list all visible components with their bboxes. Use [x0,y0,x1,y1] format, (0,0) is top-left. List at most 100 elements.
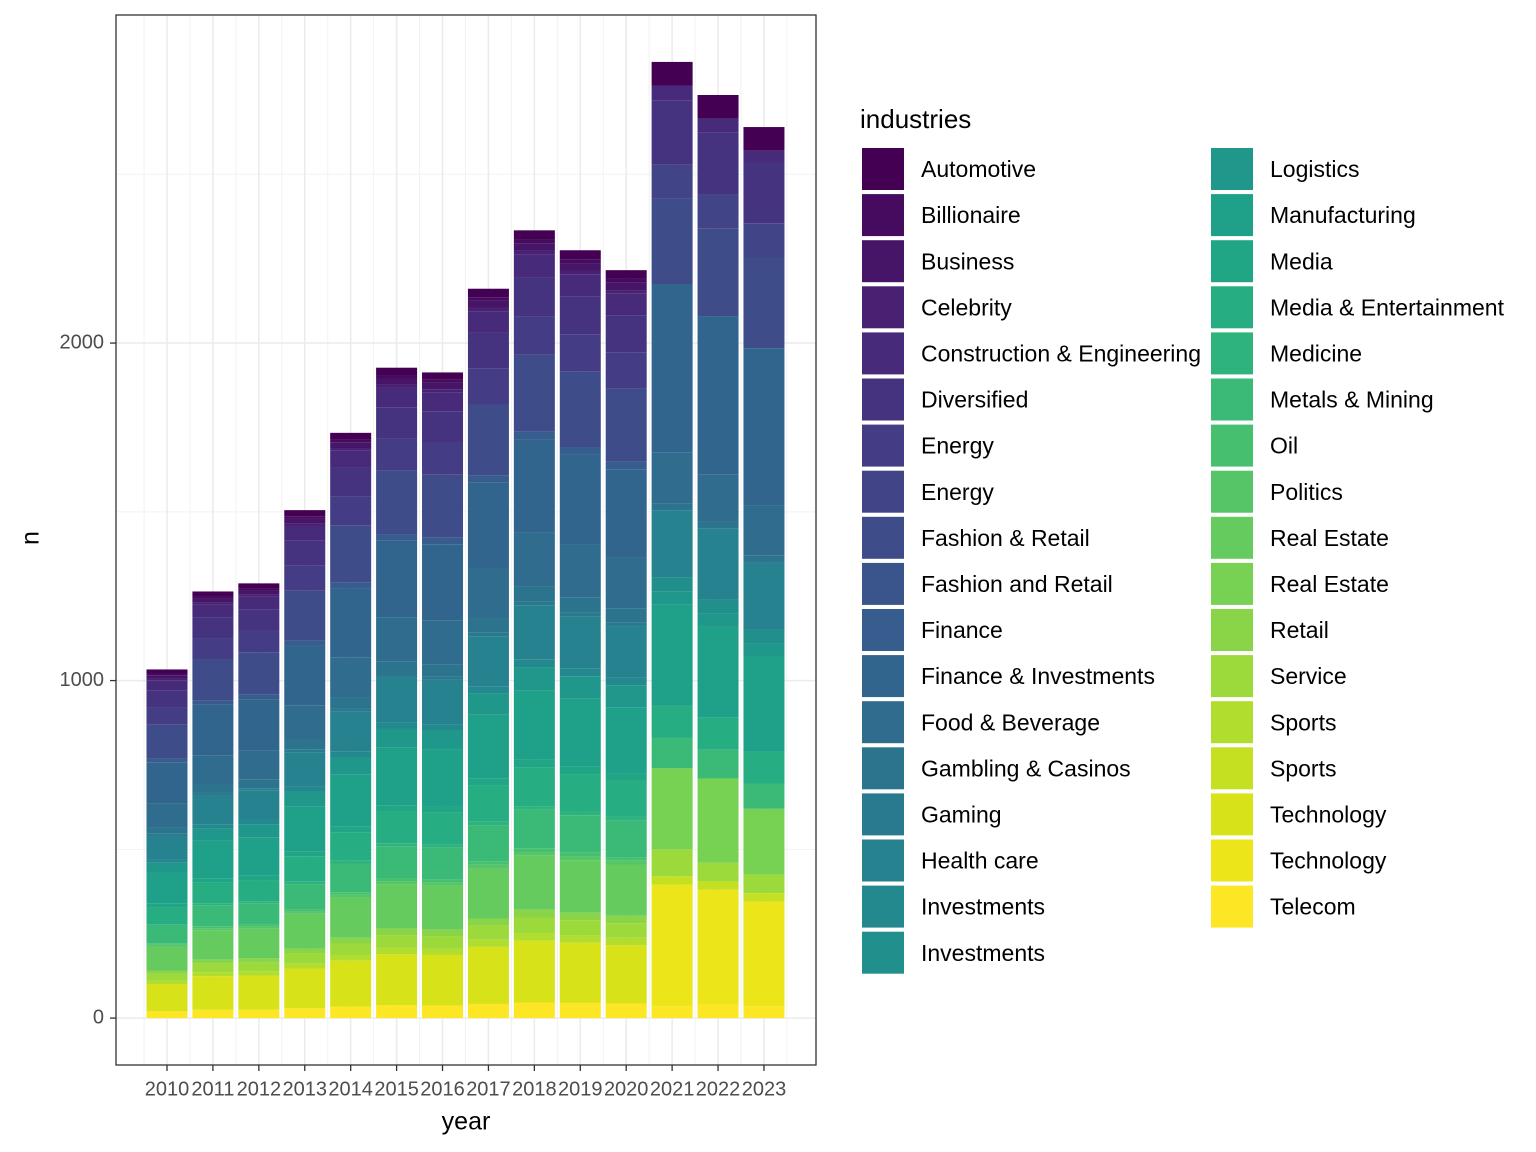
bar-segment [651,705,693,738]
bar-segment [376,935,418,948]
bar-segment [422,679,464,725]
bar-segment [146,669,188,674]
bar-segment [422,379,464,383]
bar-segment [238,962,280,972]
bar-segment [192,928,234,931]
bar-segment [559,811,601,816]
bar-segment [605,270,647,279]
legend-label: Billionaire [921,202,1021,228]
legend-key [1211,194,1253,237]
bar-segment [605,388,647,462]
bar-segment [330,897,372,938]
bar-segment [651,283,693,453]
bars [146,61,785,1019]
bar-segment [422,1005,464,1019]
bar-segment [146,673,188,676]
bar-segment [238,928,280,959]
bar-segment [376,728,418,748]
legend-key [1211,655,1253,698]
bar-segment [330,860,372,864]
legend-label: Energy [921,433,994,459]
bar-segment [422,936,464,949]
bar-segment [605,315,647,353]
bar-segment [651,164,693,199]
bar-segment [422,392,464,412]
bar-segment [651,604,693,706]
bar-segment [651,61,693,86]
bar-segment [238,779,280,789]
bar-segment [146,872,188,904]
bar-segment [238,975,280,1010]
x-tick-label: 2014 [328,1078,373,1100]
x-tick-label: 2013 [283,1078,328,1100]
bar-segment [651,510,693,578]
bar-segment [238,824,280,838]
bar-segment [376,843,418,847]
bar-segment [284,851,326,857]
bar-segment [467,868,509,919]
bar-segment [467,861,509,865]
bar-segment [651,100,693,165]
bar-segment [238,699,280,751]
bar-segment [651,503,693,511]
bar-segment [330,960,372,1007]
bar-segment [467,778,509,786]
bar-segment [513,852,555,856]
bar-segment [743,348,785,506]
bar-segment [330,496,372,526]
bar-segment [192,930,234,960]
bar-segment [651,591,693,605]
bar-segment [376,407,418,439]
bar-segment [513,254,555,278]
bar-segment [146,980,188,984]
bar-segment [376,375,418,379]
bar-segment [146,678,188,681]
bar-segment [284,640,326,646]
bar-segment [513,601,555,606]
bar-segment [238,924,280,927]
bar-segment [605,461,647,470]
legend-label: Celebrity [921,294,1012,320]
bar-segment [513,667,555,691]
bar-segment [192,792,234,795]
bar-segment [467,925,509,940]
legend-key [1211,378,1253,421]
bar-segment [238,819,280,825]
bar-segment [146,803,188,828]
bar-segment [422,749,464,807]
bar-segment [192,596,234,599]
bar-segment [146,827,188,834]
bar-segment [743,562,785,630]
bar-segment [330,525,372,583]
bar-segment [559,668,601,677]
bar-segment [697,862,739,882]
bar-segment [376,928,418,936]
bar-segment [284,856,326,882]
bar-segment [559,296,601,335]
legend-key [862,609,904,651]
bar-segment [743,505,785,556]
legend-title: industries [860,104,971,134]
legend-label: Media & Entertainment [1270,294,1505,320]
bar-segment [605,820,647,858]
bar-segment [146,707,188,725]
bar-segment [743,751,785,784]
bar-segment [559,766,601,775]
legend-label: Technology [1270,848,1387,874]
legend-key [862,470,904,513]
bar-segment [513,431,555,440]
legend-key [862,286,904,329]
bar-segment [422,948,464,955]
bar-segment [330,892,372,895]
bar-segment [651,1006,693,1019]
bar-segment [513,586,555,602]
bar-segment [559,263,601,271]
bar-segment [284,963,326,969]
bar-segment [284,911,326,914]
legend-key [1211,562,1253,605]
x-tick-label: 2011 [191,1078,234,1100]
legend-label: Politics [1270,479,1343,505]
bar-segment [605,282,647,291]
legend-key [862,194,904,237]
bar-segment [559,447,601,455]
